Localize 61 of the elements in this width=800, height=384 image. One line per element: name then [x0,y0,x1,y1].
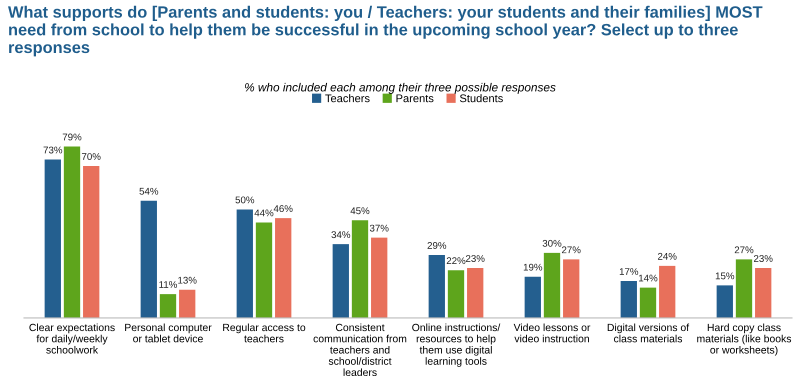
data-label: 44% [254,210,274,216]
data-label: 37% [370,224,389,232]
legend-label: Parents [396,94,434,102]
bar [716,285,733,318]
bar [448,270,464,318]
data-label: 79% [62,134,82,140]
legend-label: Teachers [325,94,370,102]
bar [640,288,656,318]
data-label: 70% [82,153,101,160]
data-label: 15% [716,272,734,280]
bar [736,259,752,318]
data-label: 23% [466,255,485,262]
bar [563,259,580,318]
bar [352,220,368,318]
bar [371,238,388,318]
bar [620,281,637,318]
bar [524,276,541,318]
x-tick-label: Hard copy class materials (like books or worksheets) [697,324,792,356]
chart-title: What supports do [Parents and students: you / Teachers: your students and their families] MOST need from school to help them be successful in the upcoming school year? Select up to three responses [8,6,762,56]
data-label: 14% [639,274,658,282]
x-tick-label: Consistent communication from teachers and school/district leaders [314,324,406,376]
bar [428,255,445,318]
data-label: 23% [754,255,773,262]
x-tick-label: Personal computer or tablet device [125,324,212,342]
bar [160,294,176,318]
bar [64,146,80,318]
data-label: 11% [159,281,178,288]
data-label: 29% [428,242,446,249]
bar [659,266,676,318]
data-label: 54% [139,188,158,195]
bar [275,218,292,318]
data-label: 22% [446,257,466,264]
bar [256,222,272,318]
data-label: 45% [350,207,370,214]
x-tick-label: Video lessons or video instruction [514,324,590,342]
bar [44,160,61,318]
data-label: 46% [274,205,293,212]
data-label: 13% [178,276,197,284]
data-label: 24% [658,252,677,260]
data-label: 27% [562,246,581,254]
bar [332,244,349,318]
bar [83,166,100,318]
data-label: 17% [620,268,638,275]
data-label: 27% [734,246,754,254]
bar [467,268,484,318]
data-label: 73% [44,146,62,154]
x-tick-label: Regular access to teachers [223,324,306,342]
bar [179,290,196,318]
data-label: 19% [524,264,542,271]
bar [544,252,560,318]
x-tick-label: Digital versions of class materials [608,324,690,342]
data-label: 30% [542,240,562,247]
bar [140,200,157,318]
data-label: 50% [235,196,254,204]
chart-subtitle: % who included each among their three possible responses [244,82,556,94]
x-tick-label: Online instructions/ resources to help them use digital learning tools [412,324,500,367]
data-label: 34% [331,231,350,238]
x-tick-label: Clear expectations for daily/weekly schoolwork [29,324,115,354]
legend-label: Students [460,94,503,102]
bar [755,268,772,318]
bar [236,209,253,318]
